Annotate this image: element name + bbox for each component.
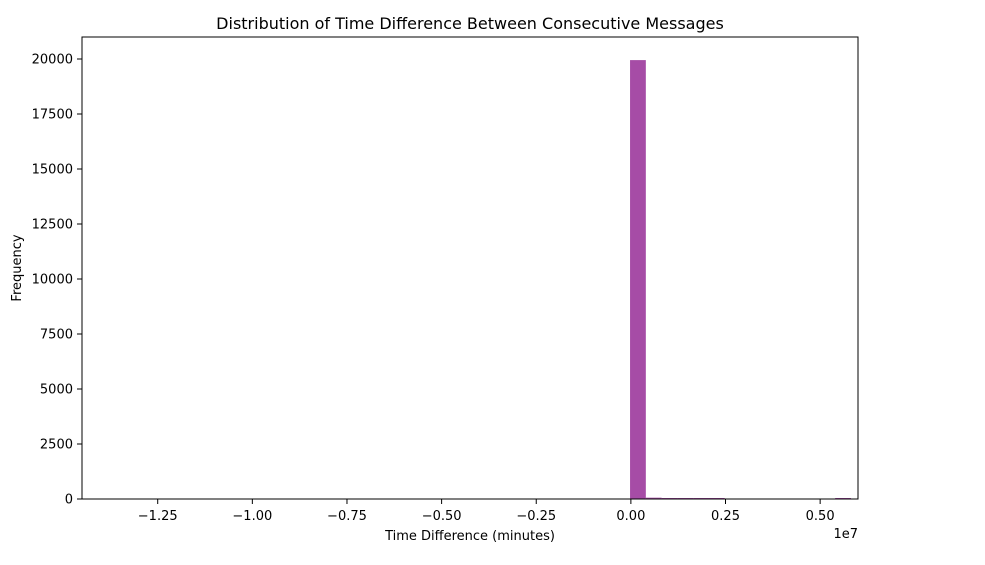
x-axis-offset-label: 1e7 xyxy=(833,527,858,542)
x-tick-label-2: −0.75 xyxy=(327,509,367,524)
chart-title: Distribution of Time Difference Between … xyxy=(216,14,724,33)
y-tick-label-1: 2500 xyxy=(40,438,73,453)
y-tick-label-3: 7500 xyxy=(40,328,73,343)
y-tick-label-5: 12500 xyxy=(32,218,73,233)
histogram-bar-1 xyxy=(645,497,662,499)
x-tick-label-1: −1.00 xyxy=(232,509,272,524)
histogram-bar-0 xyxy=(630,60,646,499)
y-tick-label-2: 5000 xyxy=(40,383,73,398)
y-tick-label-7: 17500 xyxy=(32,108,73,123)
x-tick-label-7: 0.50 xyxy=(806,509,835,524)
plot-area-frame xyxy=(81,36,859,500)
x-axis-ticks: −1.25 −1.00 −0.75 −0.50 −0.25 0.00 0.25 0.50 xyxy=(138,499,835,524)
x-tick-label-3: −0.50 xyxy=(422,509,462,524)
x-tick-label-6: 0.25 xyxy=(711,509,740,524)
x-tick-label-5: 0.00 xyxy=(616,509,645,524)
x-axis-label: Time Difference (minutes) xyxy=(384,529,555,544)
y-tick-label-8: 20000 xyxy=(32,53,73,68)
x-tick-label-4: −0.25 xyxy=(516,509,556,524)
x-tick-label-0: −1.25 xyxy=(138,509,178,524)
y-axis-ticks: 0 2500 5000 7500 10000 12500 15000 17500 20000 xyxy=(32,53,82,508)
y-tick-label-4: 10000 xyxy=(32,273,73,288)
y-tick-label-0: 0 xyxy=(65,493,73,508)
y-tick-label-6: 15000 xyxy=(32,163,73,178)
y-axis-label: Frequency xyxy=(10,234,25,301)
